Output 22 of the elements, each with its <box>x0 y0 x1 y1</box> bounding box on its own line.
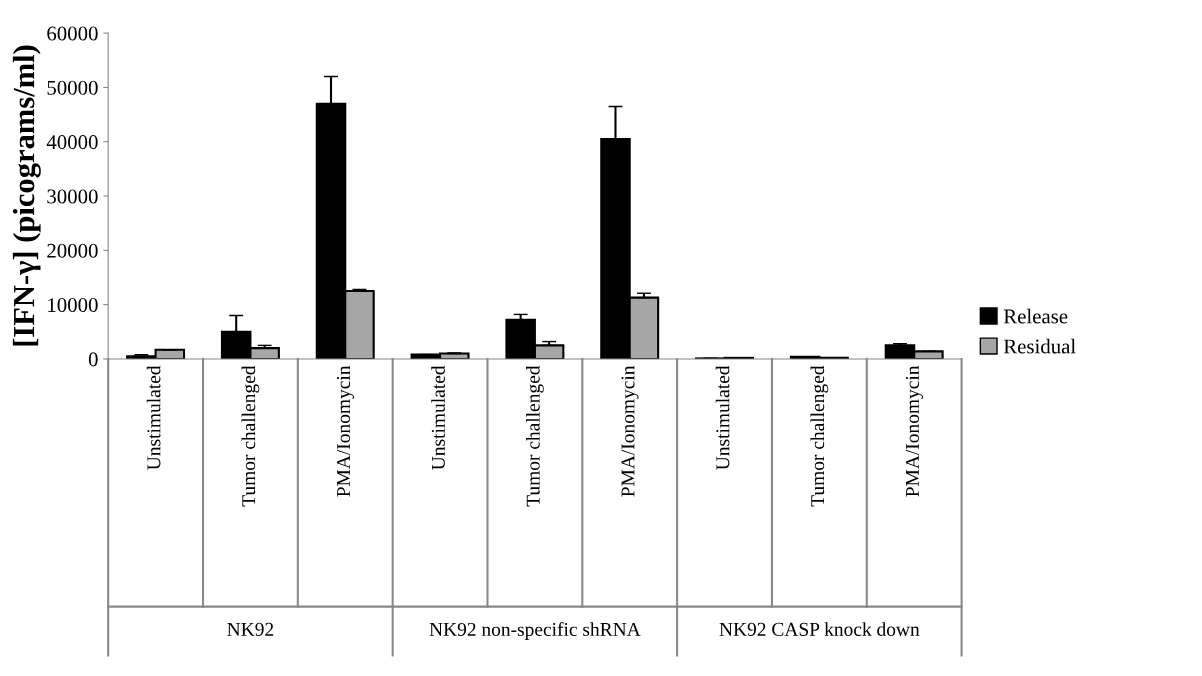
text: NK92 non-specific shRNA <box>429 622 641 640</box>
y-tick-label: 0 <box>88 352 98 367</box>
y-axis-title: [IFN-γ] (picograms/ml) <box>12 45 41 346</box>
legend-label: Release <box>1003 308 1068 324</box>
legend-label: Residual <box>1003 338 1076 354</box>
x-tick-label: Tumor challenged <box>241 365 260 507</box>
x-tick-label: Unstimulated <box>146 365 161 470</box>
x-tick-label: Tumor challenged <box>810 365 829 507</box>
x-tick-label: PMA/Ionomycin <box>336 365 355 497</box>
x-tick-label: Unstimulated <box>715 365 730 470</box>
x-tick-label: Unstimulated <box>431 365 445 470</box>
y-tick-label: 10000 <box>48 298 98 313</box>
x-tick-label: PMA/Ionomycin <box>621 365 639 497</box>
text: NK92 <box>227 622 274 636</box>
x-tick-label: PMA/Ionomycin <box>905 365 923 497</box>
y-tick-label: 40000 <box>46 135 98 150</box>
y-tick-label: 50000 <box>47 80 98 95</box>
y-tick-label: 30000 <box>47 189 98 204</box>
x-tick-label: Tumor challenged <box>526 365 544 507</box>
text: NK92 CASP knock down <box>719 622 920 636</box>
y-tick-label: 20000 <box>47 243 98 258</box>
y-tick-label: 60000 <box>47 26 98 41</box>
